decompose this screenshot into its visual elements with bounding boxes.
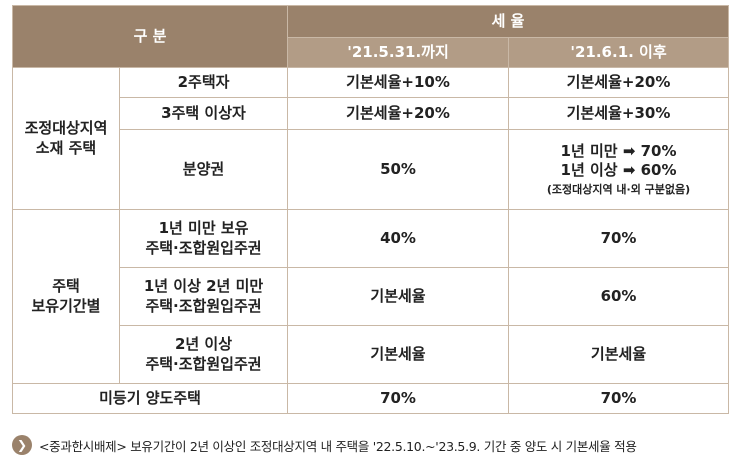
row-label: 1년 이상 2년 미만 주택·조합원입주권 — [118, 267, 289, 326]
row-label: 3주택 이상자 — [118, 97, 289, 130]
rate-until: 70% — [287, 383, 510, 414]
header-after-date: '21.6.1. 이후 — [508, 37, 730, 68]
row-label: 2주택자 — [118, 67, 289, 98]
header-tax-rate: 세 율 — [287, 5, 730, 38]
row-label-line2: 주택·조합원입주권 — [145, 238, 262, 257]
row-label-line2: 주택·조합원입주권 — [145, 354, 262, 373]
rate-after: 기본세율+20% — [508, 67, 730, 98]
header-until-date: '21.5.31.까지 — [287, 37, 510, 68]
tax-rate-table: 구 분 세 율 '21.5.31.까지 '21.6.1. 이후 조정대상지역 소… — [11, 5, 730, 414]
row-label: 분양권 — [118, 129, 289, 210]
footnote: ❯ <중과한시배제> 보유기간이 2년 이상인 조정대상지역 내 주택을 '22… — [12, 432, 728, 458]
row-label-line2: 주택·조합원입주권 — [145, 296, 262, 315]
group-holding-label: 주택 보유기간별 — [31, 277, 101, 315]
chevron-right-icon: ❯ — [12, 435, 32, 455]
header-category: 구 분 — [11, 5, 289, 68]
presale-note: (조정대상지역 내·외 구분없음) — [546, 182, 691, 196]
row-label-line1: 1년 이상 2년 미만 — [143, 277, 264, 295]
rate-after: 70% — [508, 209, 730, 268]
footnote-text: <중과한시배제> 보유기간이 2년 이상인 조정대상지역 내 주택을 '22.5… — [39, 438, 637, 454]
row-label-unregistered: 미등기 양도주택 — [11, 383, 289, 414]
rate-after: 60% — [508, 267, 730, 326]
row-label: 2년 이상 주택·조합원입주권 — [118, 325, 289, 384]
rate-until: 기본세율 — [287, 325, 510, 384]
rate-until: 기본세율+10% — [287, 67, 510, 98]
rate-until: 기본세율+20% — [287, 97, 510, 130]
presale-over-1yr: 1년 이상 ➡ 60% — [560, 161, 677, 180]
row-label: 1년 미만 보유 주택·조합원입주권 — [118, 209, 289, 268]
row-label-line1: 2년 이상 — [174, 335, 233, 353]
group-regulated-area: 조정대상지역 소재 주택 — [12, 67, 120, 210]
row-label-line1: 1년 미만 보유 — [158, 219, 249, 237]
rate-after-presale: 1년 미만 ➡ 70% 1년 이상 ➡ 60% (조정대상지역 내·외 구분없음… — [508, 129, 730, 210]
group-regulated-label: 조정대상지역 소재 주택 — [24, 119, 108, 157]
group-holding-period: 주택 보유기간별 — [12, 209, 120, 384]
rate-until: 기본세율 — [287, 267, 510, 326]
rate-until: 50% — [287, 129, 510, 210]
rate-after: 기본세율+30% — [508, 97, 730, 130]
rate-until: 40% — [287, 209, 510, 268]
presale-under-1yr: 1년 미만 ➡ 70% — [560, 141, 677, 160]
rate-after: 70% — [508, 383, 730, 414]
rate-after: 기본세율 — [508, 325, 730, 384]
